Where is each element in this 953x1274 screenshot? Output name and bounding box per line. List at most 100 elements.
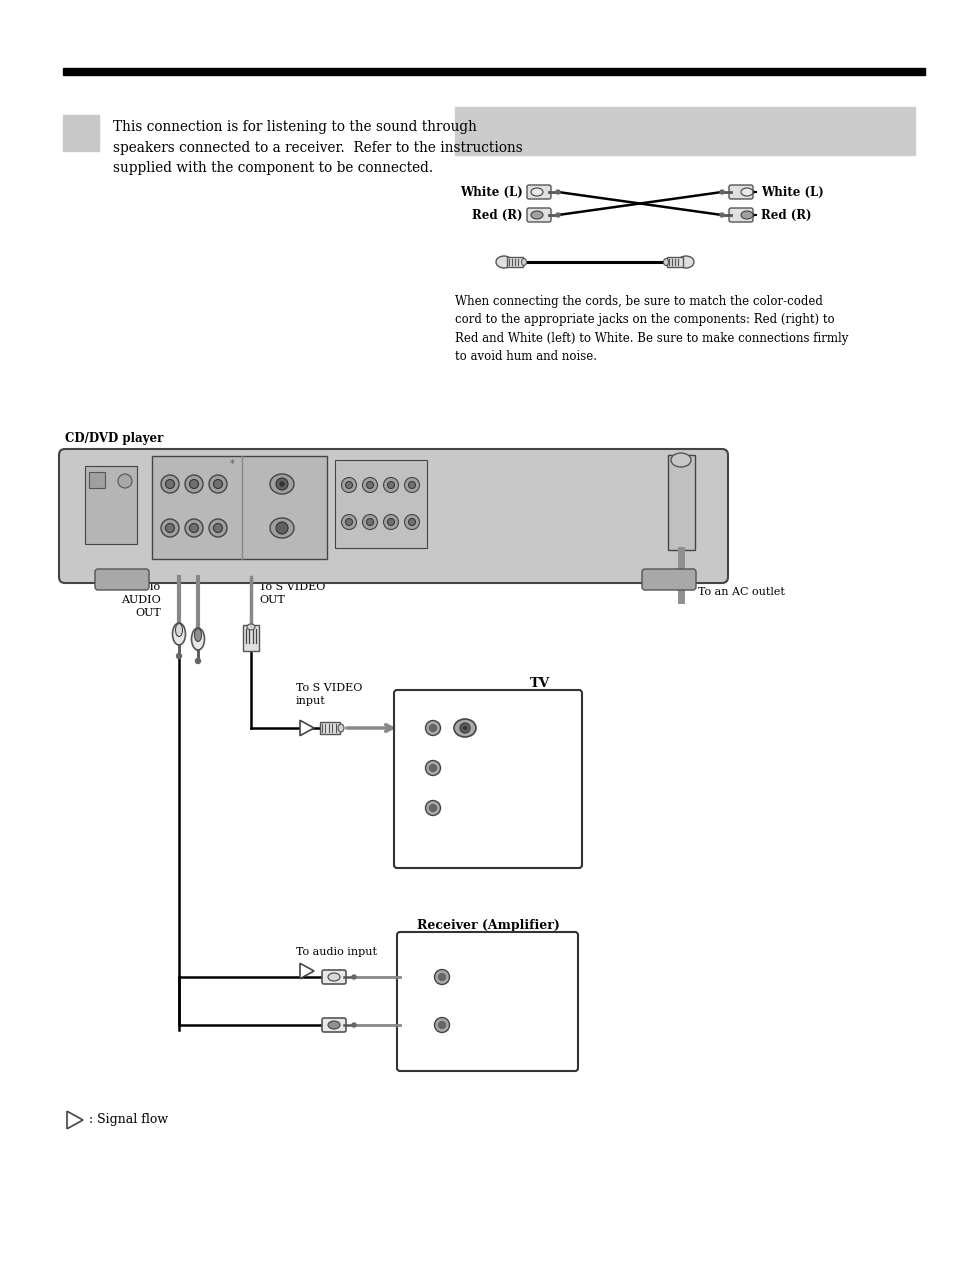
Bar xyxy=(335,460,427,548)
Ellipse shape xyxy=(176,654,181,659)
Text: TV: TV xyxy=(529,676,550,691)
Ellipse shape xyxy=(740,211,752,219)
Ellipse shape xyxy=(740,189,752,196)
FancyBboxPatch shape xyxy=(322,970,346,984)
FancyBboxPatch shape xyxy=(526,185,551,199)
Bar xyxy=(63,115,99,152)
Ellipse shape xyxy=(341,515,356,530)
Text: This connection is for listening to the sound through
speakers connected to a re: This connection is for listening to the … xyxy=(112,120,522,176)
FancyBboxPatch shape xyxy=(394,691,581,868)
Bar xyxy=(89,471,105,488)
Ellipse shape xyxy=(521,259,526,265)
Text: White (L): White (L) xyxy=(760,186,822,199)
Ellipse shape xyxy=(678,256,693,268)
Bar xyxy=(666,257,682,268)
Ellipse shape xyxy=(720,213,723,217)
Ellipse shape xyxy=(345,519,352,525)
Ellipse shape xyxy=(425,761,440,776)
FancyBboxPatch shape xyxy=(396,933,578,1071)
Ellipse shape xyxy=(352,1023,355,1027)
Ellipse shape xyxy=(383,478,398,493)
Text: : Signal flow: : Signal flow xyxy=(89,1113,168,1126)
Ellipse shape xyxy=(280,482,284,485)
Polygon shape xyxy=(299,720,314,735)
Text: To S VIDEO
OUT: To S VIDEO OUT xyxy=(258,582,325,605)
Ellipse shape xyxy=(213,479,222,488)
Text: CD/DVD player: CD/DVD player xyxy=(65,432,163,445)
Ellipse shape xyxy=(556,190,559,194)
Ellipse shape xyxy=(531,211,542,219)
Ellipse shape xyxy=(161,519,179,538)
Ellipse shape xyxy=(662,259,668,265)
FancyBboxPatch shape xyxy=(641,569,696,590)
Ellipse shape xyxy=(429,725,436,731)
Ellipse shape xyxy=(275,478,288,490)
Ellipse shape xyxy=(429,764,436,772)
Ellipse shape xyxy=(454,719,476,736)
FancyBboxPatch shape xyxy=(322,1018,346,1032)
Text: To
AUDIO
OUT: To AUDIO OUT xyxy=(121,582,161,618)
Ellipse shape xyxy=(404,478,419,493)
Text: When connecting the cords, be sure to match the color-coded
cord to the appropri: When connecting the cords, be sure to ma… xyxy=(455,296,847,363)
Ellipse shape xyxy=(366,482,374,488)
Bar xyxy=(243,626,258,651)
Ellipse shape xyxy=(463,726,466,730)
Ellipse shape xyxy=(161,475,179,493)
Ellipse shape xyxy=(408,519,416,525)
Ellipse shape xyxy=(337,724,344,733)
Bar xyxy=(319,722,339,734)
Ellipse shape xyxy=(383,515,398,530)
Bar xyxy=(667,455,695,550)
Ellipse shape xyxy=(438,1022,445,1028)
Ellipse shape xyxy=(352,975,355,978)
FancyBboxPatch shape xyxy=(59,448,727,583)
Ellipse shape xyxy=(209,475,227,493)
Ellipse shape xyxy=(387,482,395,488)
Ellipse shape xyxy=(459,724,470,733)
Ellipse shape xyxy=(531,189,542,196)
Text: Red (R): Red (R) xyxy=(760,209,811,222)
Ellipse shape xyxy=(195,659,200,664)
Ellipse shape xyxy=(213,524,222,533)
Ellipse shape xyxy=(429,804,436,812)
FancyBboxPatch shape xyxy=(728,208,752,222)
Ellipse shape xyxy=(362,478,377,493)
Ellipse shape xyxy=(270,519,294,538)
Ellipse shape xyxy=(434,970,449,985)
Text: White (L): White (L) xyxy=(459,186,522,199)
Ellipse shape xyxy=(194,628,201,642)
Polygon shape xyxy=(67,1111,83,1129)
Ellipse shape xyxy=(720,190,723,194)
Ellipse shape xyxy=(270,474,294,494)
Ellipse shape xyxy=(425,721,440,735)
Ellipse shape xyxy=(118,474,132,488)
Bar xyxy=(63,68,924,75)
Text: *: * xyxy=(230,459,234,469)
Ellipse shape xyxy=(175,623,182,637)
Ellipse shape xyxy=(165,524,174,533)
Ellipse shape xyxy=(341,478,356,493)
Polygon shape xyxy=(299,963,314,978)
Text: To an AC outlet: To an AC outlet xyxy=(698,587,784,598)
Ellipse shape xyxy=(556,213,559,217)
Ellipse shape xyxy=(438,973,445,981)
FancyBboxPatch shape xyxy=(526,208,551,222)
Ellipse shape xyxy=(670,454,690,468)
Ellipse shape xyxy=(192,628,204,650)
Text: Red (R): Red (R) xyxy=(472,209,522,222)
FancyBboxPatch shape xyxy=(728,185,752,199)
Ellipse shape xyxy=(209,519,227,538)
Bar xyxy=(455,107,914,155)
Ellipse shape xyxy=(387,519,395,525)
Text: To audio input: To audio input xyxy=(295,947,376,957)
Ellipse shape xyxy=(275,522,288,534)
FancyBboxPatch shape xyxy=(95,569,149,590)
Ellipse shape xyxy=(408,482,416,488)
Ellipse shape xyxy=(345,482,352,488)
Ellipse shape xyxy=(404,515,419,530)
Bar xyxy=(85,466,137,544)
Ellipse shape xyxy=(425,800,440,815)
Ellipse shape xyxy=(190,479,198,488)
Ellipse shape xyxy=(434,1018,449,1032)
Ellipse shape xyxy=(328,973,339,981)
